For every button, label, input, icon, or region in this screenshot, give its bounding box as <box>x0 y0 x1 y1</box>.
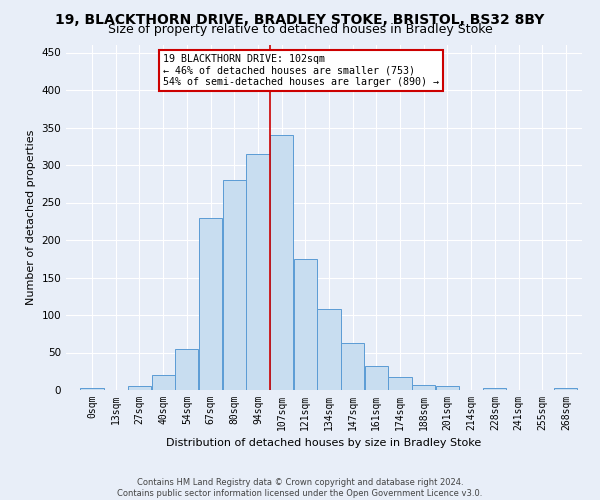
Bar <box>80 388 104 390</box>
Bar <box>365 366 388 390</box>
Text: Size of property relative to detached houses in Bradley Stoke: Size of property relative to detached ho… <box>107 22 493 36</box>
Bar <box>554 388 577 390</box>
Bar <box>246 154 269 390</box>
Y-axis label: Number of detached properties: Number of detached properties <box>26 130 36 305</box>
Bar <box>412 385 436 390</box>
Bar <box>293 259 317 390</box>
X-axis label: Distribution of detached houses by size in Bradley Stoke: Distribution of detached houses by size … <box>166 438 482 448</box>
Text: 19, BLACKTHORN DRIVE, BRADLEY STOKE, BRISTOL, BS32 8BY: 19, BLACKTHORN DRIVE, BRADLEY STOKE, BRI… <box>55 12 545 26</box>
Text: Contains HM Land Registry data © Crown copyright and database right 2024.
Contai: Contains HM Land Registry data © Crown c… <box>118 478 482 498</box>
Bar <box>223 180 246 390</box>
Text: 19 BLACKTHORN DRIVE: 102sqm
← 46% of detached houses are smaller (753)
54% of se: 19 BLACKTHORN DRIVE: 102sqm ← 46% of det… <box>163 54 439 87</box>
Bar <box>436 386 459 390</box>
Bar <box>317 309 341 390</box>
Bar <box>483 388 506 390</box>
Bar <box>270 135 293 390</box>
Bar <box>341 343 364 390</box>
Bar <box>152 375 175 390</box>
Bar <box>388 378 412 390</box>
Bar <box>175 349 199 390</box>
Bar <box>128 386 151 390</box>
Bar <box>199 218 222 390</box>
